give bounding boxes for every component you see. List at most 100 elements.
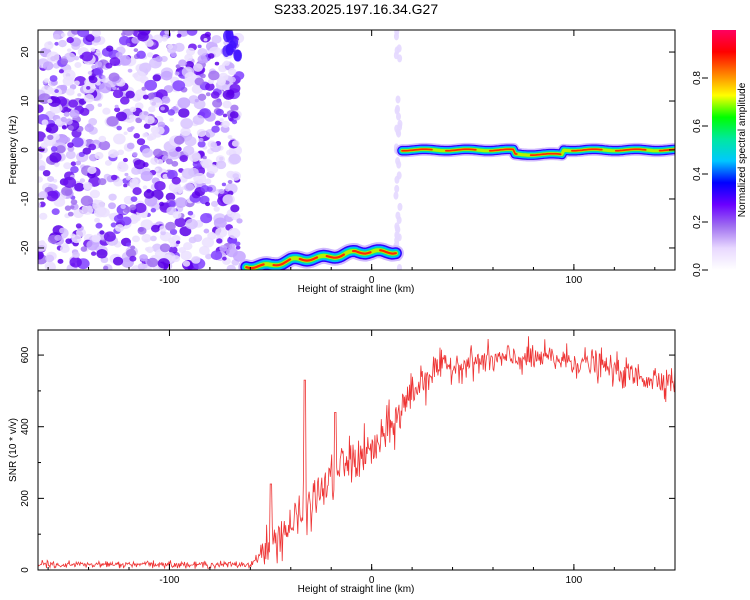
noise-blob [63, 106, 69, 112]
noise-blob [200, 73, 206, 79]
noise-blob [185, 218, 198, 230]
noise-blob [227, 227, 241, 239]
noise-blob [172, 211, 182, 219]
noise-blob [133, 48, 139, 53]
heatmap-y-tick-label: -10 [20, 191, 31, 206]
noise-blob [219, 118, 224, 122]
noise-blob [70, 161, 77, 167]
noise-blob [213, 217, 227, 229]
noise-blob [222, 256, 227, 261]
noise-blob [215, 160, 227, 170]
noise-blob [95, 49, 101, 53]
noise-blob [73, 80, 80, 86]
noise-blob [82, 181, 93, 191]
noise-blob [139, 62, 152, 73]
heatmap-x-axis-label: Height of straight line (km) [298, 284, 415, 295]
noise-blob [108, 193, 117, 201]
noise-blob [204, 178, 212, 185]
noise-blob [109, 57, 121, 67]
noise-blob [64, 205, 72, 211]
noise-blob [65, 118, 73, 125]
noise-blob [129, 106, 137, 113]
noise-blob [184, 53, 193, 62]
noise-blob [144, 79, 158, 91]
noise-blob [134, 202, 147, 214]
noise-blob [60, 33, 66, 38]
noise-blob [198, 222, 204, 227]
noise-blob [231, 119, 238, 125]
noise-blob [115, 111, 127, 122]
heatmap-x-tick-label: -100 [159, 275, 179, 286]
noise-blob [181, 168, 195, 179]
noise-blob [124, 172, 129, 177]
noise-blob [194, 77, 204, 86]
noise-blob [219, 245, 228, 252]
noise-blob [110, 174, 118, 181]
noise-blob [59, 137, 65, 142]
noise-blob [197, 93, 207, 101]
noise-blob [38, 240, 48, 252]
noise-blob [45, 126, 52, 133]
noise-blob [156, 158, 164, 165]
noise-blob [40, 142, 48, 149]
noise-blob [80, 107, 90, 116]
noise-blob [144, 247, 150, 252]
noise-blob [141, 212, 148, 219]
noise-blob [174, 197, 188, 208]
chart-title: S233.2025.197.16.34.G27 [274, 1, 438, 17]
noise-blob [38, 191, 48, 200]
snr-ticks: -100 0 100 0 200 400 600 [20, 330, 675, 586]
noise-blob [395, 104, 401, 113]
noise-blob [81, 204, 94, 215]
noise-blob [128, 114, 135, 120]
noise-blob [126, 142, 135, 150]
noise-blob [393, 191, 399, 200]
noise-blob [397, 119, 403, 128]
noise-blob [172, 80, 186, 92]
noise-blob [169, 117, 174, 122]
colorbar-tick-label: 0.0 [692, 263, 703, 277]
noise-blob [130, 196, 138, 202]
noise-blob [42, 61, 54, 71]
noise-blob [58, 39, 67, 48]
noise-blob [160, 106, 165, 111]
noise-blob [70, 165, 79, 174]
noise-blob [90, 47, 96, 52]
heatmap-y-tick-label: 0 [20, 147, 31, 153]
noise-blob [234, 49, 243, 62]
noise-blob [160, 230, 166, 236]
noise-blob [63, 176, 77, 188]
noise-blob [38, 165, 46, 171]
noise-blob [132, 187, 142, 196]
noise-blob [179, 154, 188, 163]
noise-blob [150, 235, 157, 242]
noise-blob [135, 117, 143, 124]
noise-blob [98, 140, 111, 151]
noise-blob [215, 227, 228, 238]
noise-blob [137, 263, 146, 270]
noise-blob [39, 212, 48, 220]
noise-blob [112, 86, 117, 91]
noise-blob [38, 152, 43, 160]
noise-blob [104, 159, 112, 166]
noise-blob [133, 159, 146, 170]
noise-blob [38, 176, 43, 183]
noise-blob [70, 199, 78, 205]
noise-blob [72, 251, 80, 259]
snr-x-tick-label: -100 [159, 575, 179, 586]
noise-blob [51, 133, 60, 141]
noise-blob [139, 254, 148, 262]
noise-blob [180, 127, 191, 136]
noise-blob [39, 201, 46, 208]
noise-blob [54, 89, 59, 94]
noise-blob [108, 213, 116, 220]
noise-blob [67, 142, 74, 148]
noise-blob [150, 126, 160, 134]
noise-blob [73, 209, 84, 219]
noise-blob [98, 82, 112, 94]
noise-blob [178, 108, 190, 118]
noise-blob [212, 99, 223, 108]
noise-blob [46, 51, 60, 63]
noise-blob [132, 73, 138, 78]
